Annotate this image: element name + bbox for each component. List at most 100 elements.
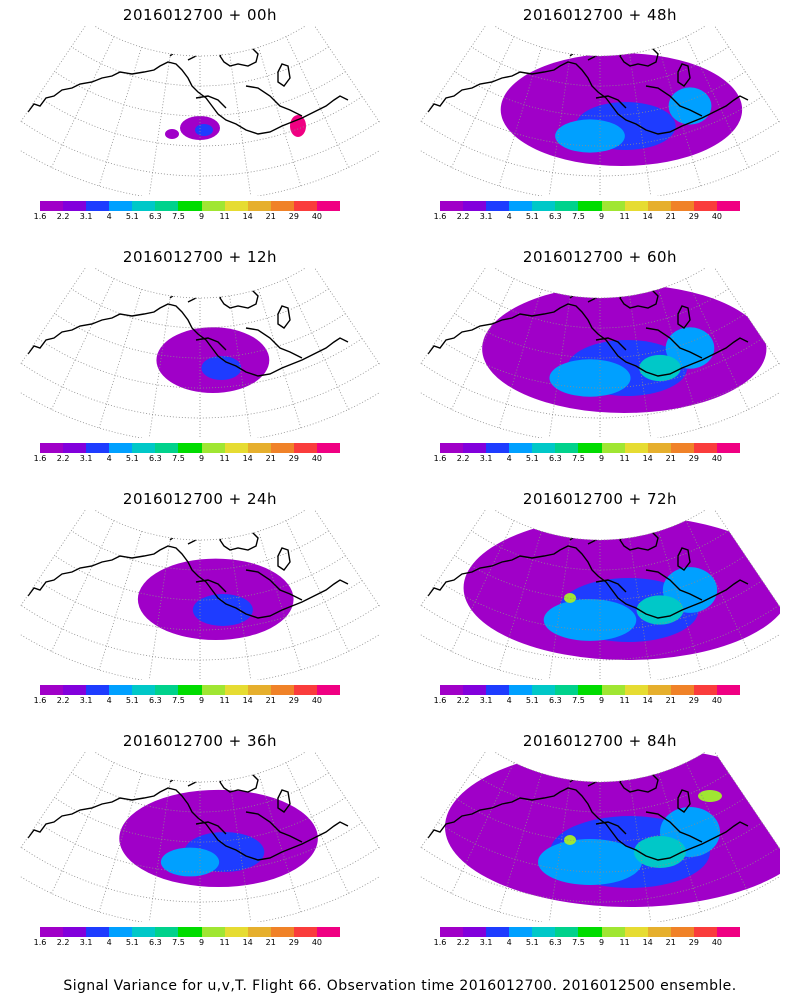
legend-swatch bbox=[224, 201, 248, 211]
legend-tick-label: 4 bbox=[106, 454, 112, 463]
longitude-line bbox=[148, 295, 171, 438]
color-legend: 1.6 2.2 3.1 4 5.1 6.3 7.5 9 11 14 21 29 40 bbox=[434, 685, 741, 711]
latitude-line bbox=[37, 822, 363, 873]
legend-tick-label: 6.3 bbox=[549, 938, 562, 947]
legend-tick-label: 7.5 bbox=[572, 454, 585, 463]
legend-labels: 1.6 2.2 3.1 4 5.1 6.3 7.5 9 11 14 21 29 40 bbox=[34, 212, 340, 224]
legend-color-bar bbox=[440, 685, 741, 695]
legend-swatch bbox=[109, 685, 133, 695]
longitude-line bbox=[658, 47, 702, 187]
legend-tick-label: 14 bbox=[642, 212, 653, 221]
legend-tick-label: 14 bbox=[242, 938, 253, 947]
lat-lon-grid bbox=[20, 36, 380, 196]
variance-field bbox=[500, 53, 743, 167]
latitude-line bbox=[437, 580, 763, 631]
legend-tick-label: 3.1 bbox=[79, 212, 93, 221]
legend-swatch bbox=[532, 927, 556, 937]
map-sector bbox=[20, 520, 380, 680]
map-border bbox=[20, 268, 380, 438]
variance-blob bbox=[195, 124, 213, 136]
legend-swatch bbox=[555, 927, 579, 937]
legend-tick-label: 9 bbox=[198, 938, 205, 947]
legend-tick-label: 40 bbox=[711, 212, 723, 221]
variance-map bbox=[20, 752, 380, 922]
map-sector bbox=[20, 278, 380, 438]
legend-swatch bbox=[624, 927, 648, 937]
legend-tick-label: 1.6 bbox=[33, 454, 47, 463]
panel-title: 2016012700 + 60h bbox=[522, 248, 678, 266]
legend-swatch bbox=[247, 685, 271, 695]
map-sector bbox=[420, 278, 780, 438]
legend-labels: 1.6 2.2 3.1 4 5.1 6.3 7.5 9 11 14 21 29 40 bbox=[434, 696, 740, 708]
legend-tick-label: 2.2 bbox=[456, 696, 470, 705]
legend-swatch bbox=[624, 201, 648, 211]
longitude-line bbox=[51, 520, 115, 652]
legend-tick-label: 14 bbox=[242, 454, 253, 463]
legend-swatch bbox=[247, 443, 271, 453]
legend-tick-label: 7.5 bbox=[572, 938, 585, 947]
longitude-line bbox=[285, 36, 349, 168]
legend-swatch bbox=[86, 201, 110, 211]
legend-tick-label: 21 bbox=[265, 938, 276, 947]
legend-swatch bbox=[509, 927, 533, 937]
legend-swatch bbox=[155, 201, 179, 211]
legend-swatch bbox=[670, 201, 694, 211]
latitude-line bbox=[54, 71, 346, 117]
longitude-line bbox=[685, 520, 749, 652]
legend-tick-label: 11 bbox=[619, 212, 630, 221]
legend-swatch bbox=[63, 443, 87, 453]
panel-title: 2016012700 + 48h bbox=[522, 6, 678, 24]
legend-tick-label: 5.1 bbox=[525, 696, 539, 705]
legend-color-bar bbox=[440, 201, 741, 211]
legend-swatch bbox=[178, 201, 202, 211]
variance-field bbox=[119, 789, 318, 887]
legend-swatch bbox=[555, 685, 579, 695]
legend-swatch bbox=[155, 685, 179, 695]
legend-tick-label: 11 bbox=[219, 696, 230, 705]
legend-swatch bbox=[486, 201, 510, 211]
color-legend: 1.6 2.2 3.1 4 5.1 6.3 7.5 9 11 14 21 29 40 bbox=[34, 443, 341, 469]
legend-tick-label: 14 bbox=[642, 696, 653, 705]
legend-swatch bbox=[463, 201, 487, 211]
legend-labels: 1.6 2.2 3.1 4 5.1 6.3 7.5 9 11 14 21 29 40 bbox=[34, 696, 340, 708]
latitude-line bbox=[54, 797, 346, 843]
legend-tick-label: 5.1 bbox=[125, 696, 139, 705]
variance-blob bbox=[160, 847, 220, 877]
legend-tick-label: 3.1 bbox=[79, 938, 93, 947]
legend-swatch bbox=[247, 927, 271, 937]
legend-swatch bbox=[86, 443, 110, 453]
panel-title: 2016012700 + 72h bbox=[522, 490, 678, 508]
longitude-line bbox=[258, 773, 302, 913]
variance-blob bbox=[639, 354, 681, 382]
longitude-line bbox=[548, 295, 571, 438]
legend-swatch bbox=[601, 201, 625, 211]
longitude-line bbox=[229, 295, 252, 438]
legend-tick-label: 9 bbox=[198, 212, 205, 221]
legend-tick-label: 5.1 bbox=[125, 454, 139, 463]
legend-tick-label: 4 bbox=[106, 212, 112, 221]
map-border bbox=[420, 268, 780, 438]
legend-tick-label: 7.5 bbox=[172, 212, 185, 221]
legend-tick-label: 29 bbox=[688, 454, 699, 463]
legend-tick-label: 21 bbox=[265, 696, 276, 705]
variance-blob bbox=[192, 594, 253, 626]
legend-tick-label: 1.6 bbox=[433, 696, 447, 705]
legend-swatch bbox=[224, 443, 248, 453]
longitude-line bbox=[548, 779, 571, 922]
legend-tick-label: 9 bbox=[198, 454, 205, 463]
longitude-line bbox=[685, 278, 749, 410]
legend-tick-label: 3.1 bbox=[479, 454, 493, 463]
longitude-line bbox=[658, 289, 702, 429]
longitude-line bbox=[148, 537, 171, 680]
color-legend: 1.6 2.2 3.1 4 5.1 6.3 7.5 9 11 14 21 29 40 bbox=[434, 443, 741, 469]
legend-tick-label: 40 bbox=[311, 696, 323, 705]
color-legend: 1.6 2.2 3.1 4 5.1 6.3 7.5 9 11 14 21 29 40 bbox=[434, 201, 741, 227]
legend-swatch bbox=[463, 927, 487, 937]
variance-blob bbox=[549, 359, 631, 397]
legend-color-bar bbox=[440, 927, 741, 937]
map-panel-24h: 2016012700 + 24h 1.6 2.2 3.1 4 5.1 6.3 7.5 9 11 1… bbox=[20, 486, 380, 726]
legend-swatch bbox=[316, 201, 341, 211]
longitude-line bbox=[498, 289, 542, 429]
longitude-line bbox=[98, 289, 142, 429]
variance-blob bbox=[201, 356, 242, 380]
